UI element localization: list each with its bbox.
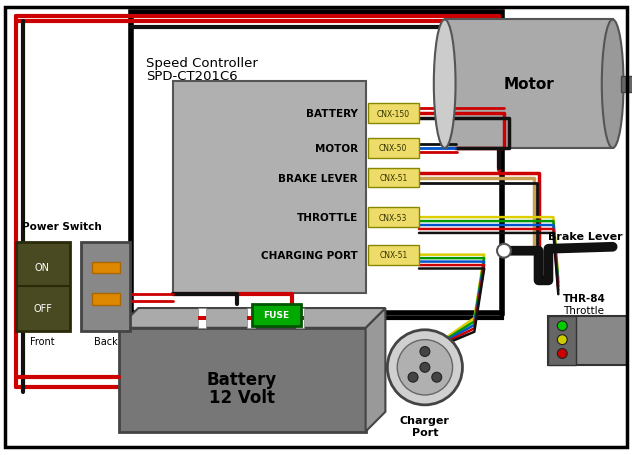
Circle shape (387, 330, 463, 405)
Bar (548, 316, 627, 365)
Bar (621, 76, 634, 92)
Ellipse shape (602, 20, 623, 149)
Text: CHARGING PORT: CHARGING PORT (261, 250, 358, 260)
Bar (548, 316, 576, 365)
Text: CNX-51: CNX-51 (379, 174, 408, 183)
Bar (247, 316, 255, 320)
Bar (92, 293, 120, 305)
Circle shape (557, 335, 567, 345)
Bar (16, 243, 70, 331)
Bar (131, 13, 502, 313)
Bar (198, 316, 205, 320)
Bar (367, 168, 419, 188)
Bar (118, 328, 365, 432)
Text: CNX-50: CNX-50 (379, 144, 408, 153)
Text: Port: Port (412, 427, 438, 437)
Text: Back: Back (94, 336, 118, 346)
Bar (92, 262, 120, 274)
Bar (367, 208, 419, 228)
Text: Speed Controller: Speed Controller (147, 57, 258, 70)
Bar (198, 308, 205, 328)
Text: 12 Volt: 12 Volt (209, 388, 275, 406)
Text: Battery: Battery (207, 370, 277, 388)
Ellipse shape (434, 20, 456, 149)
Bar (296, 308, 305, 328)
Circle shape (432, 373, 442, 382)
Text: ON: ON (35, 262, 50, 272)
Text: MOTOR: MOTOR (315, 144, 358, 154)
Circle shape (397, 340, 452, 395)
Text: Front: Front (30, 336, 55, 346)
Circle shape (497, 244, 511, 258)
Bar (367, 104, 419, 124)
Polygon shape (118, 308, 385, 328)
Circle shape (420, 363, 430, 373)
Circle shape (408, 373, 418, 382)
Bar (247, 308, 255, 328)
Bar (252, 304, 301, 326)
Text: BRAKE LEVER: BRAKE LEVER (278, 173, 358, 183)
Bar (367, 245, 419, 265)
Text: BATTERY: BATTERY (306, 109, 358, 119)
Text: Motor: Motor (503, 77, 554, 92)
Bar (296, 316, 305, 320)
Bar (173, 81, 365, 293)
Bar (81, 243, 131, 331)
Circle shape (420, 347, 430, 357)
Text: Charger: Charger (400, 415, 450, 425)
Text: THROTTLE: THROTTLE (296, 212, 358, 222)
Polygon shape (365, 308, 385, 432)
Circle shape (557, 349, 567, 359)
Text: Brake Lever: Brake Lever (548, 232, 623, 242)
Bar (367, 139, 419, 158)
Text: FUSE: FUSE (264, 311, 290, 320)
Text: Power Switch: Power Switch (22, 222, 102, 232)
Text: SPD-CT201C6: SPD-CT201C6 (147, 70, 238, 83)
Circle shape (557, 321, 567, 331)
Text: THR-84: THR-84 (563, 293, 606, 303)
Bar (445, 20, 612, 149)
Text: CNX-51: CNX-51 (379, 251, 408, 260)
Text: OFF: OFF (33, 303, 52, 313)
Text: Throttle: Throttle (563, 305, 604, 315)
Bar (131, 13, 502, 318)
Text: CNX-150: CNX-150 (377, 110, 410, 119)
Text: CNX-53: CNX-53 (379, 213, 408, 222)
